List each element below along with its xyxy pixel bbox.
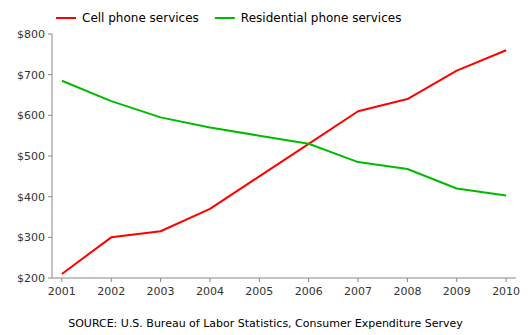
y-tick-label: $700 [17,69,45,82]
y-tick [48,115,52,116]
legend-label: Residential phone services [241,11,402,25]
x-tick [308,278,309,282]
x-tick-label: 2008 [393,285,421,298]
x-tick [506,278,507,282]
y-tick-label: $400 [17,191,45,204]
y-tick-label: $600 [17,109,45,122]
x-tick-label: 2010 [492,285,520,298]
chart: $200 $300 $400 $500 $600 $700 $800 2001 2002 2003… [0,0,531,335]
y-tick-label: $200 [17,272,45,285]
x-tick-label: 2001 [48,285,76,298]
x-tick-label: 2002 [97,285,125,298]
series-line [62,50,506,274]
x-tick-label: 2007 [344,285,372,298]
legend: Cell phone services Residential phone ser… [56,11,401,25]
x-axis-line [52,278,516,279]
x-tick-label: 2004 [196,285,224,298]
y-tick [48,156,52,157]
y-tick [48,74,52,75]
x-tick-label: 2006 [295,285,323,298]
x-tick-label: 2003 [147,285,175,298]
y-tick-label: $300 [17,231,45,244]
series-line [62,81,506,196]
x-tick [259,278,260,282]
x-tick [160,278,161,282]
plot-area [62,50,506,274]
legend-label: Cell phone services [82,11,199,25]
x-tick [407,278,408,282]
x-tick [61,278,62,282]
x-tick [358,278,359,282]
y-tick [48,196,52,197]
y-tick-label: $500 [17,150,45,163]
x-tick [209,278,210,282]
y-tick [48,237,52,238]
x-tick-label: 2005 [245,285,273,298]
source-note: SOURCE: U.S. Bureau of Labor Statistics,… [68,317,463,330]
x-tick [456,278,457,282]
y-tick [48,34,52,35]
x-tick [111,278,112,282]
y-tick-label: $800 [17,28,45,41]
y-tick [48,278,52,279]
x-tick-label: 2009 [443,285,471,298]
legend-swatch [215,17,235,19]
legend-swatch [56,17,76,19]
